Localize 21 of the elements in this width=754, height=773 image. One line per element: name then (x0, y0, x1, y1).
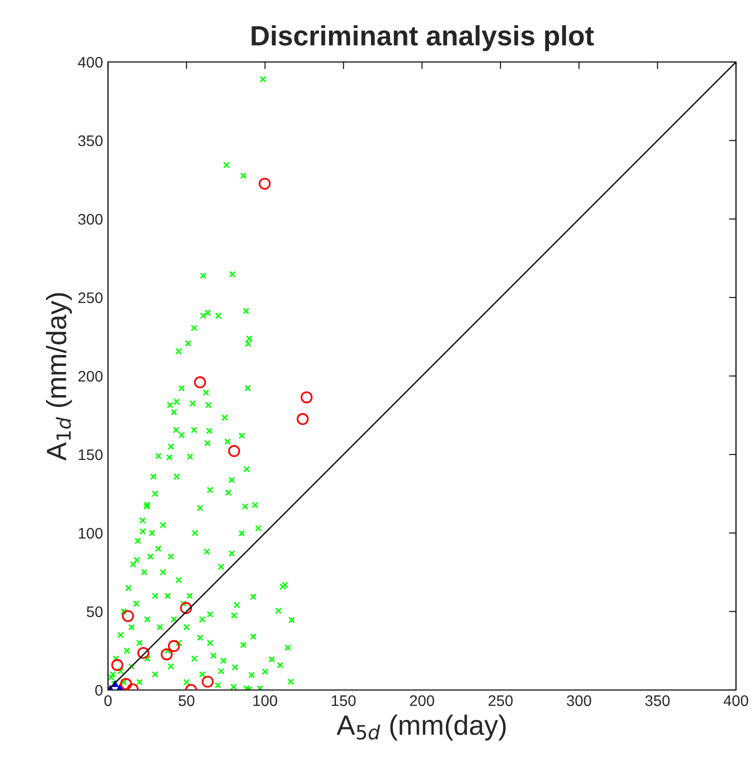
x-tick-label: 0 (104, 695, 112, 706)
x-tick-label: 100 (253, 695, 278, 706)
x-tick-label: 300 (566, 695, 592, 706)
x-tick-label: 150 (332, 695, 356, 706)
y-tick-label: 100 (78, 528, 103, 539)
x-tick-label: 400 (724, 695, 748, 706)
x-tick-label: 200 (410, 695, 434, 706)
y-tick-label: 50 (86, 606, 103, 618)
y-tick-label: 300 (78, 214, 103, 225)
x-tick-label: 250 (488, 695, 513, 706)
y-tick-label: 250 (78, 292, 103, 304)
y-axis-title: A$_{1d}$ (mm/day) (46, 293, 72, 461)
y-tick-label: 400 (78, 56, 103, 68)
y-tick-label: 350 (78, 135, 103, 146)
x-axis-title: A$_{5d}$ (mm(day) (336, 714, 506, 741)
y-tick-label: 200 (78, 370, 103, 382)
x-tick-label: 350 (645, 695, 670, 706)
y-tick-label: 150 (78, 449, 103, 460)
x-tick-label: 50 (178, 695, 194, 706)
chart-title: Discriminant analysis plot (252, 25, 594, 52)
y-tick-label: 0 (95, 684, 103, 696)
